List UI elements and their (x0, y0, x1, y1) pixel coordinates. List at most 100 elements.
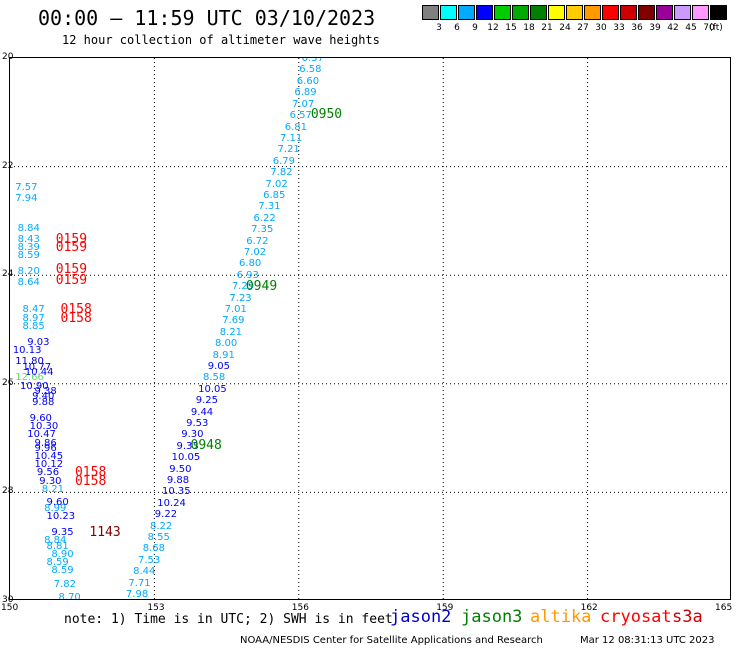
scale-label: 21 (541, 23, 553, 33)
wave-height-label: 7.94 (15, 193, 38, 205)
wave-height-label: 7.98 (125, 589, 149, 600)
scale-label: 9 (472, 23, 478, 33)
scale-swatch (422, 5, 439, 20)
scale-swatch (548, 5, 565, 20)
wave-height-label: 8.70 (58, 592, 81, 600)
wave-height-label: 9.60 (46, 497, 69, 509)
lat-tick-label: 26 (2, 377, 14, 388)
scale-label: 12 (487, 23, 499, 33)
wave-height-label: 6.57 (289, 110, 312, 122)
wave-height-label: 7.07 (291, 98, 315, 110)
wave-height-label: 6.60 (296, 75, 320, 87)
scale-label: 42 (667, 23, 679, 33)
wave-height-label: 8.20 (17, 266, 40, 278)
timestamp-text: Mar 12 08:31:13 UTC 2023 (580, 635, 715, 646)
wave-height-label: 9.60 (29, 413, 52, 425)
wave-height-label: 8.84 (44, 535, 67, 547)
wave-height-label: 9.88 (166, 474, 190, 486)
credit-text: NOAA/NESDIS Center for Satellite Applica… (240, 635, 543, 646)
pass-time-label: 0159 (55, 272, 88, 288)
wave-height-label: 10.24 (157, 497, 186, 509)
wave-height-label: 9.25 (195, 395, 218, 407)
sat-label-jason2: jason2 (390, 607, 452, 627)
wave-height-label: 6.80 (239, 258, 262, 270)
scale-swatch (512, 5, 529, 20)
wave-height-label: 10.45 (34, 451, 64, 463)
grid-lines (10, 58, 730, 599)
pass-time-label: 1143 (89, 525, 121, 541)
sat-label-jason3: jason3 (461, 607, 523, 627)
wave-height-label: 8.99 (44, 502, 67, 514)
wave-height-label: 6.22 (253, 212, 276, 224)
wave-height-label: 7.82 (53, 578, 76, 590)
lat-tick-label: 22 (2, 160, 14, 171)
wave-height-label: 9.44 (190, 406, 214, 418)
wave-height-label: 9.33 (176, 440, 199, 452)
lon-tick-label: 162 (580, 603, 598, 613)
scale-label: 36 (631, 23, 643, 33)
wave-height-label: 10.05 (171, 452, 201, 464)
units-note: note: 1) Time is in UTC; 2) SWH is in fe… (64, 612, 393, 627)
scale-swatch (710, 5, 727, 20)
wave-height-label: 6.93 (236, 269, 259, 281)
wave-height-label: 10.35 (162, 486, 191, 498)
scale-swatch (458, 5, 475, 20)
scale-label: 3 (436, 23, 442, 33)
wave-height-label: 8.91 (212, 349, 235, 361)
lat-tick-label: 30 (2, 595, 14, 605)
wave-height-label: 8.44 (133, 566, 156, 578)
scale-swatch (692, 5, 709, 20)
wave-height-label: 9.35 (51, 527, 74, 539)
pass-time-label: 0158 (74, 473, 107, 489)
wave-height-label: 9.50 (169, 463, 192, 475)
page-subtitle: 12 hour collection of altimeter wave hei… (62, 33, 380, 47)
wave-height-label: 8.21 (41, 483, 64, 495)
map-plot: 6.57 6.58 6.60 6.89 7.07 6.57 6.81 7.11 7.21 6.79… (9, 57, 731, 600)
scale-label: 24 (559, 23, 571, 33)
wave-height-label: 7.82 (270, 167, 293, 179)
wave-height-label: 8.64 (17, 277, 40, 289)
scale-swatch (566, 5, 583, 20)
lon-tick-label: 159 (436, 603, 454, 613)
scale-swatch (638, 5, 655, 20)
pass-time-label: 0158 (60, 310, 92, 326)
wave-height-label: 6.89 (294, 87, 317, 99)
wave-height-label: 9.38 (34, 385, 57, 397)
wave-height-label: 8.84 (17, 223, 40, 235)
pass-time-label: 0948 (190, 438, 222, 454)
wave-height-label: 7.69 (222, 315, 245, 327)
wave-height-label: 6.85 (263, 189, 286, 201)
scale-label: 27 (577, 23, 589, 33)
wave-height-label: 8.81 (46, 540, 69, 552)
lon-tick-label: 156 (291, 603, 309, 613)
wave-height-label: 8.55 (147, 532, 170, 543)
wave-height-label: 9.40 (32, 391, 55, 403)
scale-label: 70 (703, 23, 715, 33)
scale-swatch (674, 5, 691, 20)
wave-height-label: 6.72 (246, 235, 269, 247)
wave-height-label: 7.29 (231, 281, 255, 293)
wave-height-label: 7.35 (251, 224, 274, 236)
pass-time-label: 0158 (74, 465, 107, 481)
sat-label-s3a: s3a (672, 607, 703, 627)
scale-label: 6 (454, 23, 460, 33)
wave-height-label: 10.47 (27, 429, 56, 441)
scale-label: 15 (505, 23, 517, 33)
wave-height-label: 10.23 (46, 510, 76, 522)
wave-height-label: 8.22 (149, 520, 173, 532)
wave-height-label: 7.98 (54, 598, 76, 599)
wave-height-label: 8.90 (51, 548, 74, 560)
wave-height-label: 9.88 (32, 396, 55, 408)
lat-tick-label: 24 (2, 269, 14, 280)
wave-height-label: 7.31 (258, 201, 281, 213)
wave-height-label: 6.58 (299, 64, 322, 76)
pass-time-label: 0159 (55, 240, 88, 256)
wave-height-label: 12.66 (15, 372, 44, 384)
wave-height-label: 10.44 (24, 366, 54, 378)
wave-height-label: 8.59 (46, 556, 69, 568)
scale-label: 39 (649, 23, 661, 33)
lon-tick-label: 153 (147, 603, 165, 613)
wave-height-label: 11.80 (15, 356, 44, 368)
wave-height-label: 9.96 (34, 442, 57, 454)
pass-time-label: 0159 (55, 231, 88, 247)
